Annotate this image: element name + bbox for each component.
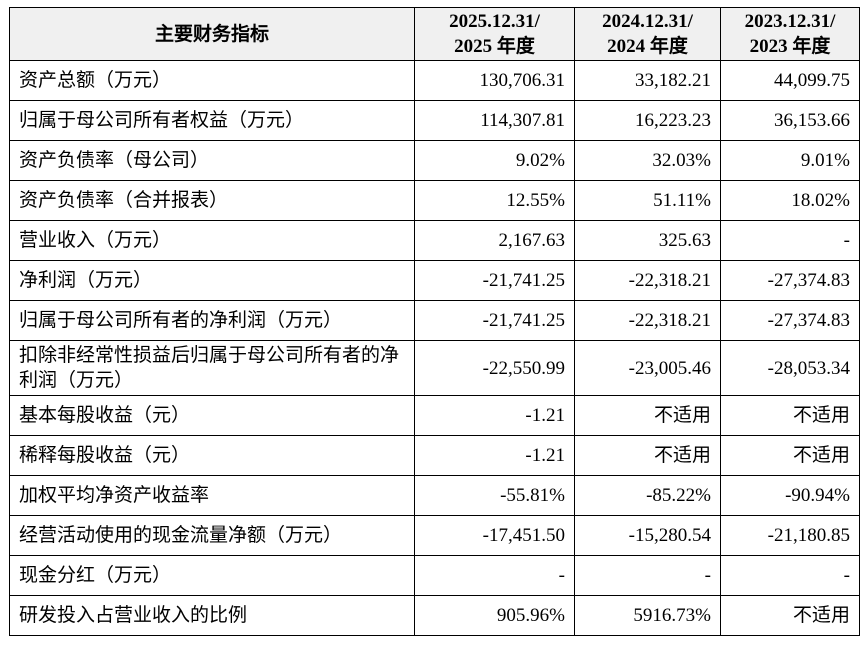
row-label: 扣除非经常性损益后归属于母公司所有者的净利润（万元） (9, 340, 415, 396)
value-cell: 不适用 (574, 395, 721, 436)
value-cell: - (720, 220, 860, 261)
row-label: 净利润（万元） (9, 260, 415, 301)
row-label: 稀释每股收益（元） (9, 435, 415, 476)
table-row: 研发投入占营业收入的比例 905.96% 5916.73% 不适用 (9, 595, 860, 636)
table-row: 现金分红（万元） - - - (9, 555, 860, 596)
value-cell: 32.03% (574, 140, 721, 181)
value-cell: -17,451.50 (414, 515, 575, 556)
header-line: 2024 年度 (607, 36, 688, 57)
row-label: 研发投入占营业收入的比例 (9, 595, 415, 636)
value-cell: 905.96% (414, 595, 575, 636)
value-cell: 不适用 (720, 435, 860, 476)
value-cell: 不适用 (720, 595, 860, 636)
row-label: 基本每股收益（元） (9, 395, 415, 436)
value-cell: 33,182.21 (574, 60, 721, 101)
value-cell: -27,374.83 (720, 300, 860, 341)
value-cell: 130,706.31 (414, 60, 575, 101)
header-line: 2024.12.31/ (602, 11, 693, 32)
table-row: 净利润（万元） -21,741.25 -22,318.21 -27,374.83 (9, 260, 860, 301)
value-cell: 不适用 (574, 435, 721, 476)
header-cell: 2024.12.31/2024 年度 (574, 7, 721, 61)
value-cell: -15,280.54 (574, 515, 721, 556)
value-cell: -22,550.99 (414, 340, 575, 396)
header-line: 2023 年度 (749, 36, 831, 57)
row-label: 加权平均净资产收益率 (9, 475, 415, 516)
table-row: 稀释每股收益（元） -1.21 不适用 不适用 (9, 435, 860, 476)
value-cell: - (720, 555, 860, 596)
value-cell: -23,005.46 (574, 340, 721, 396)
header-line: 2023.12.31/ (744, 11, 836, 32)
table-row: 资产负债率（母公司） 9.02% 32.03% 9.01% (9, 140, 860, 181)
value-cell: -21,741.25 (414, 260, 575, 301)
header-cell: 2025.12.31/2025 年度 (414, 7, 575, 61)
value-cell: 5916.73% (574, 595, 721, 636)
table-row: 归属于母公司所有者的净利润（万元） -21,741.25 -22,318.21 -27… (9, 300, 860, 341)
value-cell: -21,741.25 (414, 300, 575, 341)
header-row: 主要财务指标 2025.12.31/2025 年度 2024.12.31/2024 … (9, 7, 860, 61)
header-cell: 2023.12.31/2023 年度 (720, 7, 860, 61)
value-cell: -55.81% (414, 475, 575, 516)
value-cell: 51.11% (574, 180, 721, 221)
value-cell: 36,153.66 (720, 100, 860, 141)
value-cell: 16,223.23 (574, 100, 721, 141)
table-row: 基本每股收益（元） -1.21 不适用 不适用 (9, 395, 860, 436)
value-cell: 325.63 (574, 220, 721, 261)
value-cell: 44,099.75 (720, 60, 860, 101)
table-row: 经营活动使用的现金流量净额（万元） -17,451.50 -15,280.54 -21… (9, 515, 860, 556)
value-cell: -90.94% (720, 475, 860, 516)
header-line: 2025 年度 (454, 36, 535, 57)
row-label: 归属于母公司所有者权益（万元） (9, 100, 415, 141)
table-body: 资产总额（万元） 130,706.31 33,182.21 44,099.75 归属于母… (9, 60, 860, 636)
value-cell: 114,307.81 (414, 100, 575, 141)
table-row: 扣除非经常性损益后归属于母公司所有者的净利润（万元） -22,550.99 -23,… (9, 340, 860, 396)
row-label: 资产负债率（合并报表） (9, 180, 415, 221)
table-header: 主要财务指标 2025.12.31/2025 年度 2024.12.31/2024 … (9, 7, 860, 61)
table-row: 归属于母公司所有者权益（万元） 114,307.81 16,223.23 36,153… (9, 100, 860, 141)
table-row: 资产负债率（合并报表） 12.55% 51.11% 18.02% (9, 180, 860, 221)
row-label: 现金分红（万元） (9, 555, 415, 596)
value-cell: -85.22% (574, 475, 721, 516)
value-cell: - (574, 555, 721, 596)
value-cell: -1.21 (414, 435, 575, 476)
value-cell: -27,374.83 (720, 260, 860, 301)
financial-table: 主要财务指标 2025.12.31/2025 年度 2024.12.31/2024 … (9, 7, 860, 636)
value-cell: -1.21 (414, 395, 575, 436)
value-cell: -28,053.34 (720, 340, 860, 396)
value-cell: 9.01% (720, 140, 860, 181)
row-label: 资产总额（万元） (9, 60, 415, 101)
value-cell: - (414, 555, 575, 596)
value-cell: -22,318.21 (574, 260, 721, 301)
header-line: 2025.12.31/ (449, 11, 540, 32)
row-label: 资产负债率（母公司） (9, 140, 415, 181)
value-cell: 2,167.63 (414, 220, 575, 261)
row-label: 营业收入（万元） (9, 220, 415, 261)
value-cell: 不适用 (720, 395, 860, 436)
table-row: 加权平均净资产收益率 -55.81% -85.22% -90.94% (9, 475, 860, 516)
value-cell: -22,318.21 (574, 300, 721, 341)
table-row: 营业收入（万元） 2,167.63 325.63- (9, 220, 860, 261)
value-cell: 18.02% (720, 180, 860, 221)
table-row: 资产总额（万元） 130,706.31 33,182.21 44,099.75 (9, 60, 860, 101)
value-cell: 9.02% (414, 140, 575, 181)
value-cell: 12.55% (414, 180, 575, 221)
row-label: 经营活动使用的现金流量净额（万元） (9, 515, 415, 556)
row-label: 归属于母公司所有者的净利润（万元） (9, 300, 415, 341)
header-cell: 主要财务指标 (9, 7, 415, 61)
value-cell: -21,180.85 (720, 515, 860, 556)
